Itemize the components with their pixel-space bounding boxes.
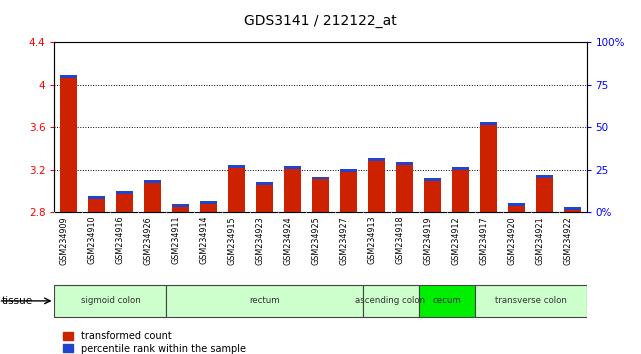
- FancyBboxPatch shape: [167, 285, 363, 317]
- Bar: [60, 78, 77, 212]
- Text: cecum: cecum: [432, 296, 461, 305]
- Bar: [228, 168, 245, 212]
- Bar: [564, 207, 581, 210]
- Bar: [116, 192, 133, 194]
- Text: GSM234921: GSM234921: [535, 216, 544, 264]
- Bar: [340, 172, 357, 212]
- Bar: [424, 181, 441, 212]
- Bar: [116, 194, 133, 212]
- Bar: [88, 199, 105, 212]
- Bar: [284, 166, 301, 169]
- FancyBboxPatch shape: [363, 285, 419, 317]
- Bar: [564, 210, 581, 212]
- Text: ascending colon: ascending colon: [356, 296, 426, 305]
- Bar: [452, 167, 469, 170]
- Bar: [340, 169, 357, 172]
- Bar: [536, 176, 553, 178]
- Text: rectum: rectum: [249, 296, 280, 305]
- Bar: [396, 162, 413, 165]
- Text: GSM234915: GSM234915: [228, 216, 237, 264]
- Text: GSM234925: GSM234925: [312, 216, 320, 265]
- Text: tissue: tissue: [1, 296, 33, 306]
- Bar: [368, 161, 385, 212]
- Bar: [312, 177, 329, 179]
- Bar: [368, 159, 385, 161]
- Text: GSM234913: GSM234913: [367, 216, 376, 264]
- Bar: [452, 170, 469, 212]
- FancyBboxPatch shape: [54, 285, 167, 317]
- Bar: [144, 180, 161, 183]
- Text: GSM234910: GSM234910: [87, 216, 97, 264]
- Bar: [256, 182, 273, 185]
- Bar: [228, 165, 245, 168]
- Text: GSM234912: GSM234912: [451, 216, 460, 264]
- Bar: [284, 169, 301, 212]
- Bar: [396, 165, 413, 212]
- FancyBboxPatch shape: [474, 285, 587, 317]
- Text: GSM234926: GSM234926: [144, 216, 153, 264]
- Text: GDS3141 / 212122_at: GDS3141 / 212122_at: [244, 14, 397, 28]
- Text: GSM234914: GSM234914: [199, 216, 208, 264]
- Bar: [200, 204, 217, 212]
- Legend: transformed count, percentile rank within the sample: transformed count, percentile rank withi…: [60, 327, 249, 354]
- Bar: [172, 207, 189, 212]
- Bar: [144, 183, 161, 212]
- Bar: [480, 125, 497, 212]
- Bar: [256, 185, 273, 212]
- Bar: [480, 122, 497, 125]
- Text: GSM234909: GSM234909: [60, 216, 69, 264]
- Text: GSM234923: GSM234923: [256, 216, 265, 264]
- Text: transverse colon: transverse colon: [495, 296, 567, 305]
- Bar: [508, 206, 525, 212]
- Text: GSM234927: GSM234927: [340, 216, 349, 265]
- Bar: [508, 203, 525, 206]
- Text: GSM234924: GSM234924: [283, 216, 292, 264]
- Bar: [200, 201, 217, 204]
- Bar: [312, 179, 329, 212]
- Bar: [536, 178, 553, 212]
- Text: GSM234917: GSM234917: [479, 216, 488, 264]
- Text: GSM234911: GSM234911: [172, 216, 181, 264]
- Bar: [60, 75, 77, 78]
- Text: GSM234919: GSM234919: [424, 216, 433, 264]
- Text: sigmoid colon: sigmoid colon: [81, 296, 140, 305]
- Text: GSM234916: GSM234916: [115, 216, 124, 264]
- Bar: [172, 204, 189, 207]
- Text: GSM234922: GSM234922: [563, 216, 572, 265]
- Bar: [424, 178, 441, 181]
- Text: GSM234918: GSM234918: [395, 216, 404, 264]
- Text: GSM234920: GSM234920: [508, 216, 517, 264]
- FancyBboxPatch shape: [419, 285, 474, 317]
- Bar: [88, 196, 105, 199]
